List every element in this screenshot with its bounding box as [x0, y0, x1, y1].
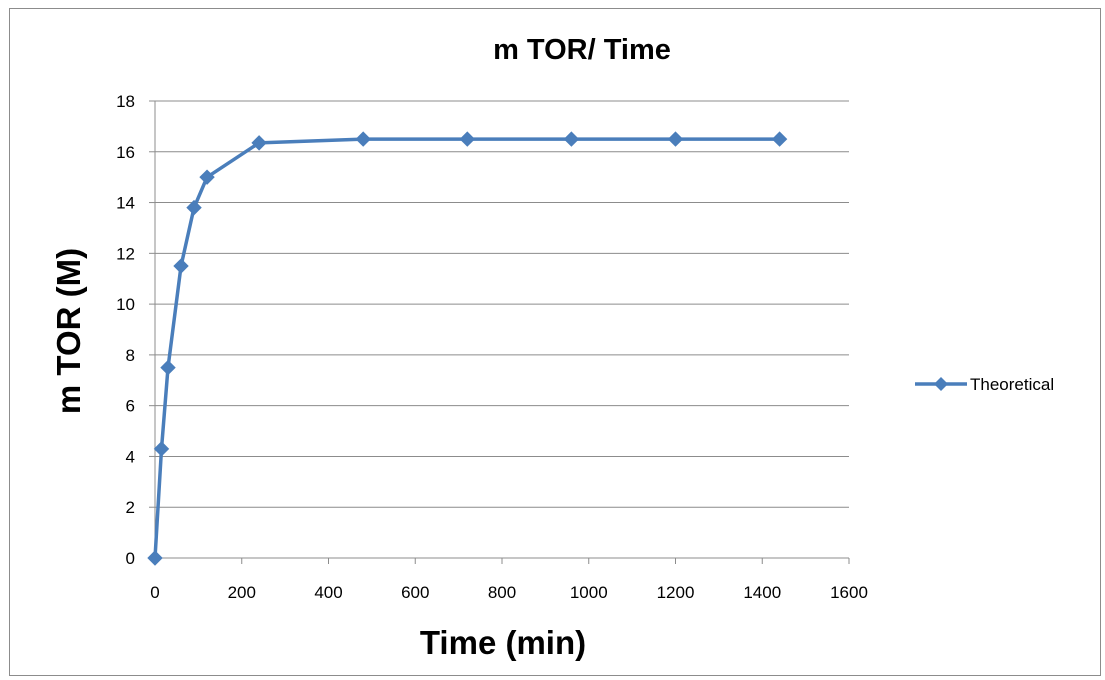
y-tick-label: 6 — [126, 397, 135, 416]
data-point — [153, 441, 170, 457]
gridlines — [155, 100, 849, 508]
y-tick-label: 10 — [116, 295, 135, 314]
chart-frame — [9, 8, 1101, 676]
x-tick-label: 800 — [488, 583, 516, 602]
data-point — [459, 131, 476, 147]
data-point — [251, 135, 267, 151]
data-point — [173, 258, 189, 274]
data-point — [160, 359, 176, 376]
chart-title: m TOR/ Time — [493, 34, 671, 66]
x-tick-label: 400 — [314, 583, 342, 602]
series — [147, 131, 788, 566]
x-tick-label: 1600 — [830, 583, 868, 602]
y-axis-label: m TOR (M) — [50, 248, 87, 414]
y-tick-label: 4 — [126, 447, 135, 466]
x-tick-label: 1400 — [743, 583, 781, 602]
tick-labels: 0 2 4 6 8 10 12 14 16 18 0 200 400 600 800 1000 1200 1400… — [116, 92, 868, 602]
legend-marker — [934, 377, 948, 391]
x-tick-label: 1000 — [570, 583, 608, 602]
x-axis-label: Time (min) — [420, 624, 586, 661]
axes — [149, 100, 850, 564]
y-tick-label: 12 — [116, 244, 135, 263]
y-tick-label: 8 — [126, 346, 135, 365]
x-tick-label: 1200 — [657, 583, 695, 602]
data-point — [147, 550, 163, 566]
data-point — [186, 199, 202, 216]
data-point — [199, 169, 215, 185]
y-tick-label: 14 — [116, 194, 135, 213]
y-tick-label: 2 — [126, 498, 135, 517]
x-tick-label: 0 — [150, 583, 159, 602]
data-point — [771, 131, 788, 147]
series-line-theoretical — [153, 137, 780, 559]
legend: Theoretical — [915, 375, 1054, 394]
data-point — [355, 131, 371, 147]
data-point — [667, 131, 684, 147]
y-tick-label: 0 — [126, 549, 135, 568]
x-tick-label: 200 — [228, 583, 256, 602]
y-tick-label: 16 — [116, 143, 135, 162]
legend-label: Theoretical — [970, 375, 1054, 394]
y-tick-label: 18 — [116, 92, 135, 111]
x-tick-label: 600 — [401, 583, 429, 602]
data-point — [563, 131, 580, 147]
